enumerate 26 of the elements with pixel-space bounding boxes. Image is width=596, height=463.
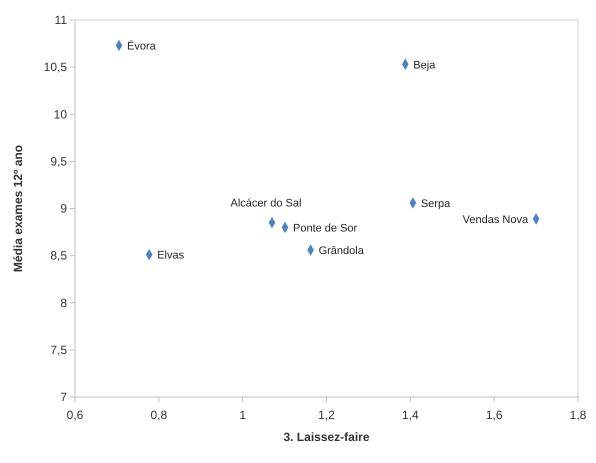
y-tick-label: 10 [54, 107, 68, 122]
y-tick-label: 9,5 [50, 154, 68, 168]
y-tick-label: 10,5 [44, 60, 68, 74]
y-tick-label: 9 [60, 202, 68, 216]
annotation: Vendas Nova [462, 214, 529, 226]
y-tick-label: 7,5 [50, 342, 68, 357]
x-tick-label: 1,8 [570, 408, 587, 422]
x-tick-label: 0,8 [150, 408, 168, 422]
y-tick-label: 7 [60, 390, 68, 404]
annotation: Beja [413, 59, 436, 72]
x-tick-label: 1,2 [318, 408, 336, 422]
annotation: Grândola [318, 244, 365, 257]
annotation: Ponte de Sor [293, 222, 358, 234]
x-tick-label: 1 [239, 408, 246, 422]
x-tick-label: 0,6 [66, 408, 84, 422]
y-tick-label: 8 [60, 296, 68, 310]
annotation: Alcácer do Sal [230, 198, 302, 210]
x-axis-title: 3. Laissez-faire [283, 430, 370, 444]
y-tick-label: 11 [54, 13, 68, 27]
y-tick-label: 8,5 [50, 248, 68, 263]
x-tick-label: 1,4 [402, 408, 419, 422]
y-axis-title: Média exames 12º ano [11, 144, 25, 272]
annotation: Évora [127, 39, 157, 52]
annotation: Elvas [157, 250, 185, 262]
annotation: Serpa [420, 198, 452, 210]
x-tick-label: 1,6 [486, 408, 503, 422]
